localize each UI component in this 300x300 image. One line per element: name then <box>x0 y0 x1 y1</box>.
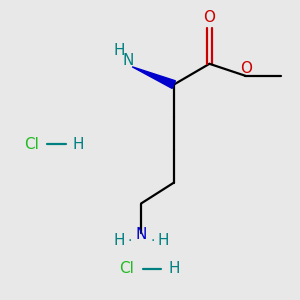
Text: H: H <box>113 233 124 248</box>
Text: H: H <box>113 43 124 58</box>
Text: O: O <box>203 10 215 25</box>
Text: H: H <box>158 233 169 248</box>
Text: ·: · <box>150 234 155 248</box>
Text: H: H <box>168 261 179 276</box>
Text: ·: · <box>128 234 132 248</box>
Text: Cl: Cl <box>119 261 134 276</box>
Text: O: O <box>241 61 253 76</box>
Text: N: N <box>135 227 147 242</box>
Text: N: N <box>122 53 134 68</box>
Text: H: H <box>73 136 84 152</box>
Polygon shape <box>132 67 176 88</box>
Text: Cl: Cl <box>24 136 38 152</box>
